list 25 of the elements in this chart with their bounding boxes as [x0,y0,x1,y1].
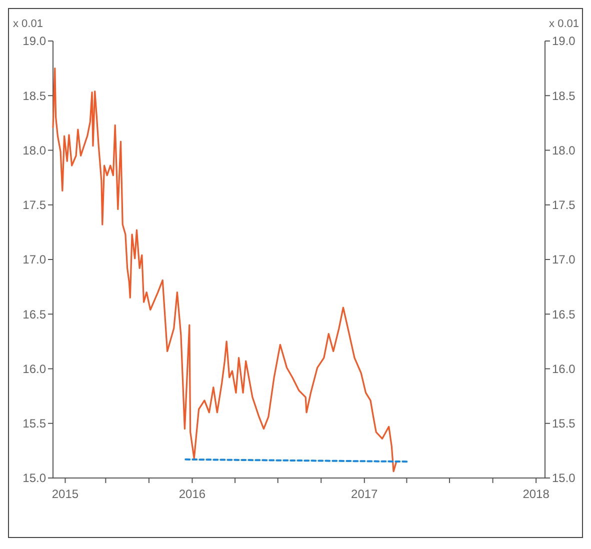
y-tick-label: 18.5 [22,88,46,103]
y-tick-label: 15.0 [22,471,46,486]
y2-tick-label: 16.5 [552,307,576,322]
y-tick-label: 16.5 [22,307,46,322]
y2-axis-title: x 0.01 [549,18,579,30]
y2-tick-label: 18.5 [552,88,576,103]
x-tick-label: 2016 [178,487,206,501]
y2-tick-label: 19.0 [552,34,576,48]
y-tick-label: 15.5 [22,416,46,431]
y-tick-label: 17.5 [22,198,46,212]
x-tick-label: 2015 [52,487,79,501]
y-axis-title: x 0.01 [13,18,43,30]
y2-tick-label: 18.0 [552,143,576,158]
x-tick-label: 2017 [351,487,378,501]
y2-tick-label: 16.0 [552,362,576,376]
y-tick-label: 17.0 [22,252,46,267]
y-tick-label: 18.0 [22,143,46,158]
x-tick-label: 2018 [522,487,550,501]
y2-tick-label: 17.5 [552,198,576,212]
y-tick-label: 19.0 [22,34,46,48]
y-tick-label: 16.0 [22,362,46,376]
y2-tick-label: 15.0 [552,471,576,486]
y2-tick-label: 15.5 [552,416,576,431]
line-series [52,68,398,472]
y2-tick-label: 17.0 [552,252,576,267]
